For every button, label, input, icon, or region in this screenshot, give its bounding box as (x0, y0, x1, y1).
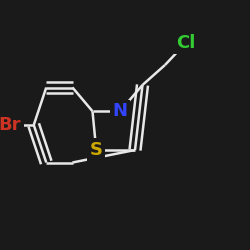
Text: N: N (112, 102, 128, 120)
Text: Cl: Cl (176, 34, 196, 52)
Text: Br: Br (0, 116, 21, 134)
Text: S: S (90, 141, 103, 159)
